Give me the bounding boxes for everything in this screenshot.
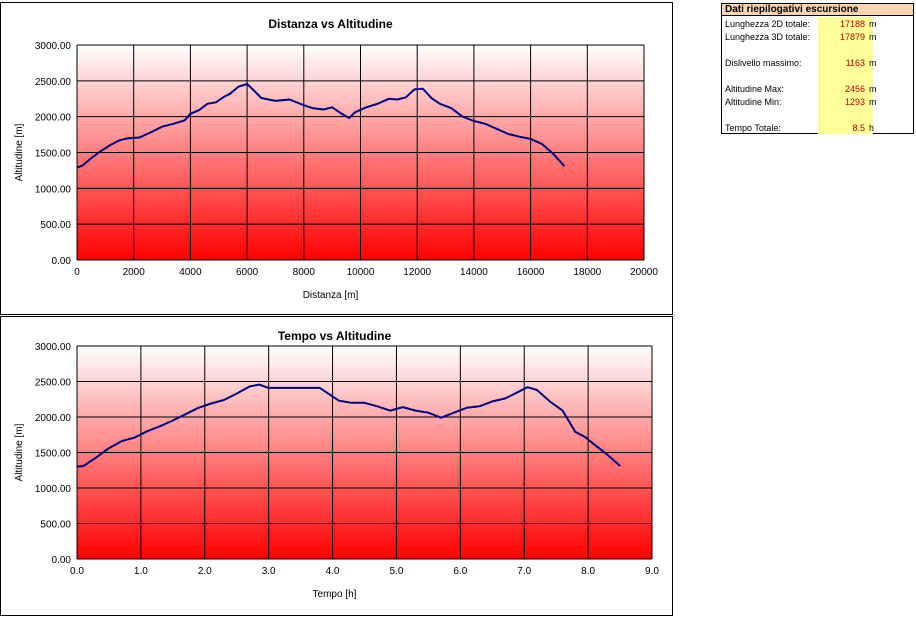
x-axis-label: Distanza [m] [303, 290, 359, 301]
time-altitude-chart: 0.0 1.0 2.0 3.0 4.0 5.0 6.0 7.0 8.0 9.0 0.00 500.00… [0, 316, 673, 616]
summary-title: Dati riepilogativi escursione [722, 4, 913, 16]
summary-row-unit: m [869, 97, 877, 107]
summary-row-label: Altitudine Min: [725, 97, 782, 107]
y-tick-label: 1000.00 [35, 184, 72, 195]
y-tick-label: 3000.00 [35, 342, 72, 353]
y-axis-label: Altitudine [m] [14, 123, 25, 181]
time-altitude-chart-svg: 0.0 1.0 2.0 3.0 4.0 5.0 6.0 7.0 8.0 9.0 0.00 500.00… [14, 329, 659, 600]
summary-row-unit: m [869, 32, 877, 42]
summary-row-unit: h [869, 123, 875, 133]
x-tick-label: 4000 [179, 267, 202, 278]
altitude-series-line [76, 83, 566, 169]
x-tick-label: 18000 [573, 267, 601, 278]
summary-row-label: Tempo Totale: [725, 123, 781, 133]
y-tick-label: 2500.00 [35, 378, 72, 389]
x-tick-label: 12000 [403, 267, 431, 278]
y-tick-label: 1500.00 [35, 449, 72, 460]
y-tick-label: 2500.00 [35, 77, 72, 88]
summary-value-column [818, 17, 873, 134]
summary-table: Dati riepilogativi escursione Lunghezza … [721, 3, 914, 134]
summary-row-unit: m [869, 19, 877, 29]
distance-altitude-chart: 0 2000 4000 6000 8000 10000 12000 14000 16000 180… [0, 2, 673, 315]
x-tick-label: 6.0 [453, 566, 467, 577]
summary-row: Lunghezza 2D totale: 17188 m [722, 18, 913, 30]
y-tick-label: 3000.00 [35, 41, 72, 52]
summary-row-label: Altitudine Max: [725, 84, 785, 94]
x-tick-label: 8.0 [581, 566, 595, 577]
y-tick-label: 0.00 [52, 555, 72, 566]
summary-row-value: 17188 [839, 19, 865, 29]
x-tick-label: 20000 [630, 267, 658, 278]
x-tick-label: 4.0 [326, 566, 340, 577]
summary-row: Tempo Totale: 8.5 h [722, 122, 913, 134]
x-tick-label: 3.0 [262, 566, 276, 577]
y-tick-label: 0.00 [52, 256, 72, 267]
summary-row-value: 1293 [844, 97, 865, 107]
y-axis-label: Altitudine [m] [14, 423, 25, 481]
x-tick-label: 2000 [123, 267, 146, 278]
x-tick-label: 16000 [517, 267, 545, 278]
summary-row: Lunghezza 3D totale: 17879 m [722, 31, 913, 43]
x-tick-label: 8000 [293, 267, 316, 278]
summary-row: Altitudine Max: 2456 m [722, 83, 913, 95]
summary-row-value: 17879 [839, 32, 865, 42]
summary-row-label: Lunghezza 3D totale: [725, 32, 811, 42]
chart-title: Distanza vs Altitudine [268, 17, 393, 31]
y-tick-label: 500.00 [40, 220, 71, 231]
x-tick-label: 0 [74, 267, 80, 278]
summary-row-value: 8.5 [852, 123, 865, 133]
y-tick-label: 1000.00 [35, 484, 72, 495]
x-tick-label: 9.0 [645, 566, 659, 577]
summary-row-unit: m [869, 84, 877, 94]
summary-row: Altitudine Min: 1293 m [722, 96, 913, 108]
summary-row-unit: m [869, 58, 877, 68]
altitude-series-line [76, 383, 621, 468]
summary-row-value: 2456 [844, 84, 865, 94]
distance-altitude-chart-svg: 0 2000 4000 6000 8000 10000 12000 14000 16000 180… [14, 17, 658, 301]
x-tick-label: 14000 [460, 267, 488, 278]
y-tick-label: 500.00 [40, 520, 71, 531]
summary-row: Dislivello massimo: 1163 m [722, 57, 913, 69]
x-tick-label: 6000 [236, 267, 259, 278]
summary-row-label: Dislivello massimo: [725, 58, 802, 68]
x-tick-label: 1.0 [134, 566, 148, 577]
x-tick-label: 0.0 [70, 566, 84, 577]
x-axis-label: Tempo [h] [313, 589, 357, 600]
y-tick-label: 2000.00 [35, 113, 72, 124]
x-tick-label: 2.0 [198, 566, 212, 577]
x-tick-label: 7.0 [517, 566, 531, 577]
chart-title: Tempo vs Altitudine [278, 329, 392, 343]
y-tick-label: 2000.00 [35, 413, 72, 424]
x-tick-label: 5.0 [389, 566, 403, 577]
summary-row-value: 1163 [845, 58, 865, 68]
x-tick-label: 10000 [347, 267, 375, 278]
summary-row-label: Lunghezza 2D totale: [725, 19, 811, 29]
y-tick-label: 1500.00 [35, 149, 72, 160]
